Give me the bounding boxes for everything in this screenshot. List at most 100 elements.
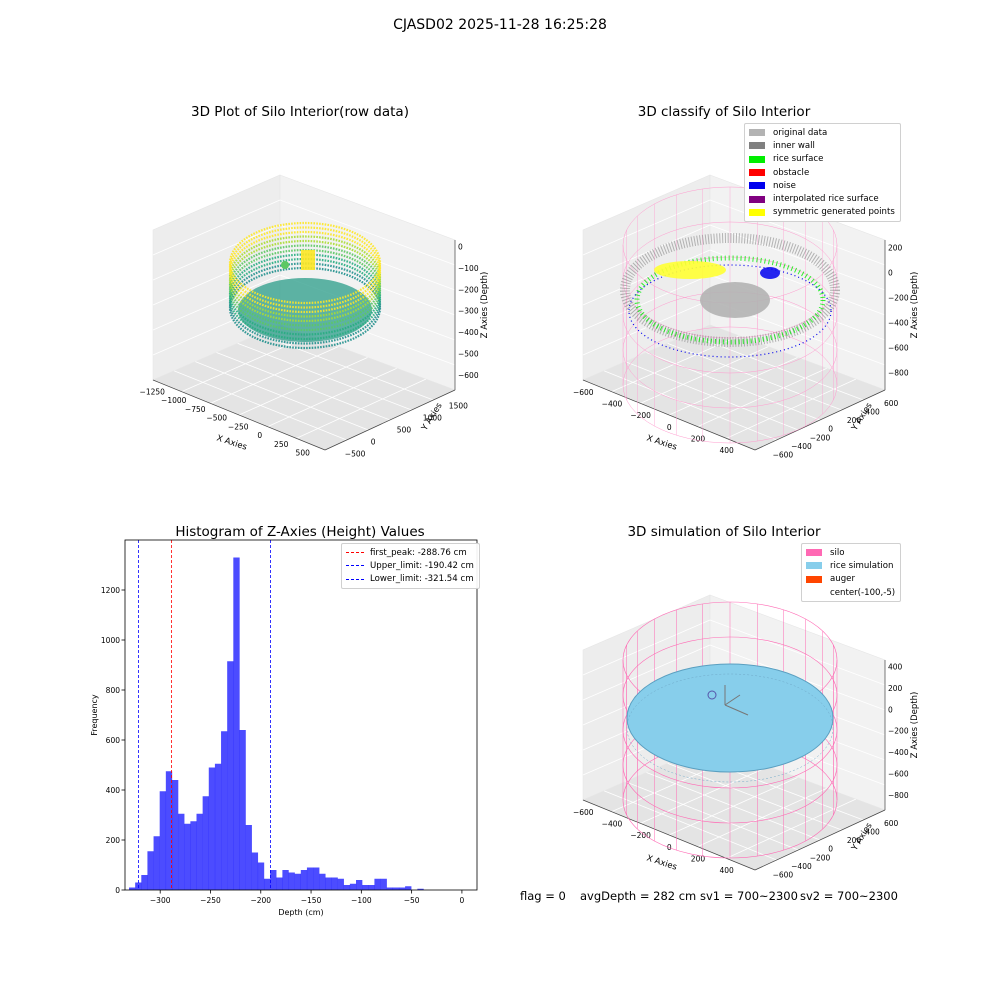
grid-line xyxy=(582,644,711,701)
legend-label: auger xyxy=(830,574,855,585)
histogram-bar xyxy=(294,873,301,890)
y-axis-line xyxy=(324,389,456,451)
sim-scene xyxy=(622,601,838,859)
legend-swatch xyxy=(749,169,765,177)
wall-point-ring xyxy=(228,244,382,327)
grid-line xyxy=(582,199,711,256)
x-axis-line xyxy=(152,379,326,451)
wall-point-ring xyxy=(228,235,382,318)
x-tick-label: 250 xyxy=(274,440,289,449)
x-tick-label: 400 xyxy=(719,446,734,455)
histogram-bar xyxy=(129,887,136,890)
legend-label: silo xyxy=(830,547,845,558)
z-axis-label: Z Axies (Depth) xyxy=(480,272,490,339)
y-tick-label: −400 xyxy=(791,442,812,451)
y-tick-label: 0 xyxy=(828,425,833,434)
y-tick-label: 600 xyxy=(884,819,899,828)
y-tick-label: 400 xyxy=(106,786,121,795)
y-tick-label: −400 xyxy=(791,862,812,871)
x-tick-label: −250 xyxy=(200,896,221,905)
histogram-bar xyxy=(257,862,265,890)
histogram-bar xyxy=(221,731,228,890)
histogram-bar xyxy=(319,873,326,890)
legend-label: inner wall xyxy=(773,140,815,151)
y-tick-label: 1500 xyxy=(449,401,468,410)
histogram-bar xyxy=(380,878,387,890)
z-tick-label: −400 xyxy=(888,748,909,757)
histogram-bar xyxy=(147,851,154,890)
histogram-bar xyxy=(141,875,148,890)
legend-swatch xyxy=(806,589,822,596)
histogram-bar xyxy=(398,887,406,890)
legend-line xyxy=(346,552,364,554)
histogram-bar xyxy=(356,880,363,890)
rice-simulation-surface xyxy=(626,663,834,773)
x-tick-label: −250 xyxy=(228,422,249,431)
x-tick-label: 0 xyxy=(257,431,262,440)
x-tick-label: −200 xyxy=(630,831,651,840)
legend-entry: first_peak: -288.76 cm xyxy=(346,546,474,559)
x-axis-label: X Axies xyxy=(215,433,248,452)
x-tick-label: −100 xyxy=(351,896,372,905)
x-tick-label: −150 xyxy=(301,896,322,905)
axes-frame xyxy=(124,539,478,891)
x-axis-label: Depth (cm) xyxy=(278,908,323,917)
center-marker xyxy=(707,690,717,700)
x-tick-label: −1250 xyxy=(140,387,166,396)
z-tick-label: −800 xyxy=(888,791,909,800)
legend-swatch xyxy=(749,195,765,203)
histogram-bar xyxy=(165,771,173,890)
legend-swatch xyxy=(806,575,822,583)
legend-entry: rice surface xyxy=(749,153,895,166)
y-tick-label: −500 xyxy=(345,449,366,458)
x-axis-label: X Axies xyxy=(645,853,678,872)
legend-entry: interpolated rice surface xyxy=(749,192,895,205)
histogram-bar xyxy=(343,885,351,890)
y-tick-label: −600 xyxy=(773,450,794,459)
z-tick-label: −200 xyxy=(888,727,909,736)
legend-entry: silo xyxy=(806,546,895,559)
grid-line xyxy=(709,249,886,316)
y-tick-label: 600 xyxy=(106,736,121,745)
wall-point-ring xyxy=(228,221,382,305)
legend-label: first_peak: -288.76 cm xyxy=(370,547,467,558)
grid-line xyxy=(688,333,864,401)
legend-label: Lower_limit: -321.54 cm xyxy=(370,574,474,585)
y-tick-label: 0 xyxy=(371,437,376,446)
y-tick-label: 1200 xyxy=(101,586,120,595)
legend-label: interpolated rice surface xyxy=(773,194,879,205)
grid-line xyxy=(258,333,434,401)
auger-arm xyxy=(724,694,741,706)
histogram-bar xyxy=(306,867,314,890)
y-tick-label: −200 xyxy=(810,433,831,442)
histogram-bar xyxy=(386,887,394,890)
z-tick-label: −500 xyxy=(458,350,479,359)
x-tick-label: 0 xyxy=(667,423,672,432)
legend-entry: Upper_limit: -190.42 cm xyxy=(346,559,474,572)
z-tick-label: −400 xyxy=(458,328,479,337)
histogram-plot[interactable]: −300 −250 −200 −150 −100 −50 0 0 200 400 600 800 100… xyxy=(0,530,500,920)
y-axis-label: Frequency xyxy=(90,694,99,736)
histogram-bar xyxy=(233,557,240,890)
x-tick-label: −300 xyxy=(150,896,171,905)
grid-line xyxy=(152,224,281,281)
histogram-bar xyxy=(171,780,179,890)
histogram-bar xyxy=(190,821,197,890)
histogram-bar xyxy=(251,852,259,890)
histogram-bar xyxy=(270,870,277,890)
legend-entry: Lower_limit: -321.54 cm xyxy=(346,573,474,586)
x-tick-label: 200 xyxy=(691,854,706,863)
histogram-bar xyxy=(159,791,167,890)
histogram-bars xyxy=(129,557,424,890)
histogram-title: Histogram of Z-Axies (Height) Values xyxy=(175,524,425,540)
histogram-bar xyxy=(288,872,295,890)
z-tick-label: −600 xyxy=(888,770,909,779)
grid-line xyxy=(152,199,281,256)
histogram-bar xyxy=(178,813,185,890)
classify-legend: original data inner wall rice surface obsta… xyxy=(744,123,901,223)
auger-arm xyxy=(724,704,749,716)
grid-line xyxy=(709,199,886,266)
